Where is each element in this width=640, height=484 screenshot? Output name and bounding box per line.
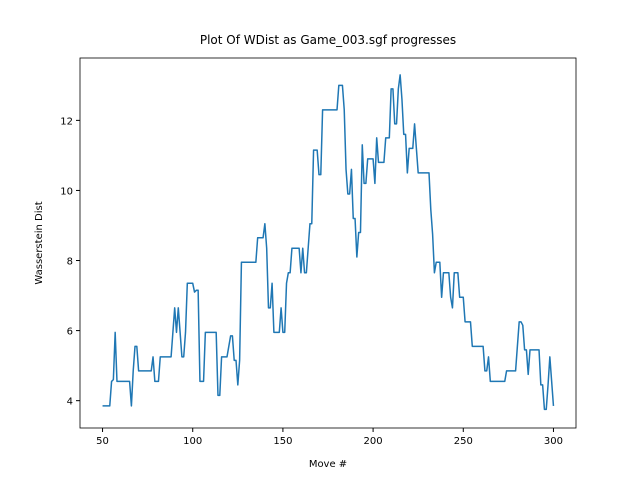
x-axis-label: Move # [309, 459, 347, 470]
y-tick-label: 10 [60, 186, 73, 197]
line [102, 74, 555, 411]
y-axis-label: Wasserstein Dist [34, 201, 45, 284]
x-tick-label: 250 [454, 436, 473, 447]
x-tick-label: 50 [96, 436, 109, 447]
chart-title: Plot Of WDist as Game_003.sgf progresses [200, 33, 456, 47]
x-tick-label: 300 [544, 436, 563, 447]
plot-frame [79, 57, 577, 429]
x-tick-label: 100 [183, 436, 202, 447]
y-tick-label: 12 [60, 116, 73, 127]
x-tick-label: 200 [364, 436, 383, 447]
y-tick-label: 4 [67, 397, 73, 408]
x-tick-label: 150 [273, 436, 292, 447]
y-tick-label: 6 [67, 327, 73, 338]
y-tick-label: 8 [67, 257, 73, 268]
